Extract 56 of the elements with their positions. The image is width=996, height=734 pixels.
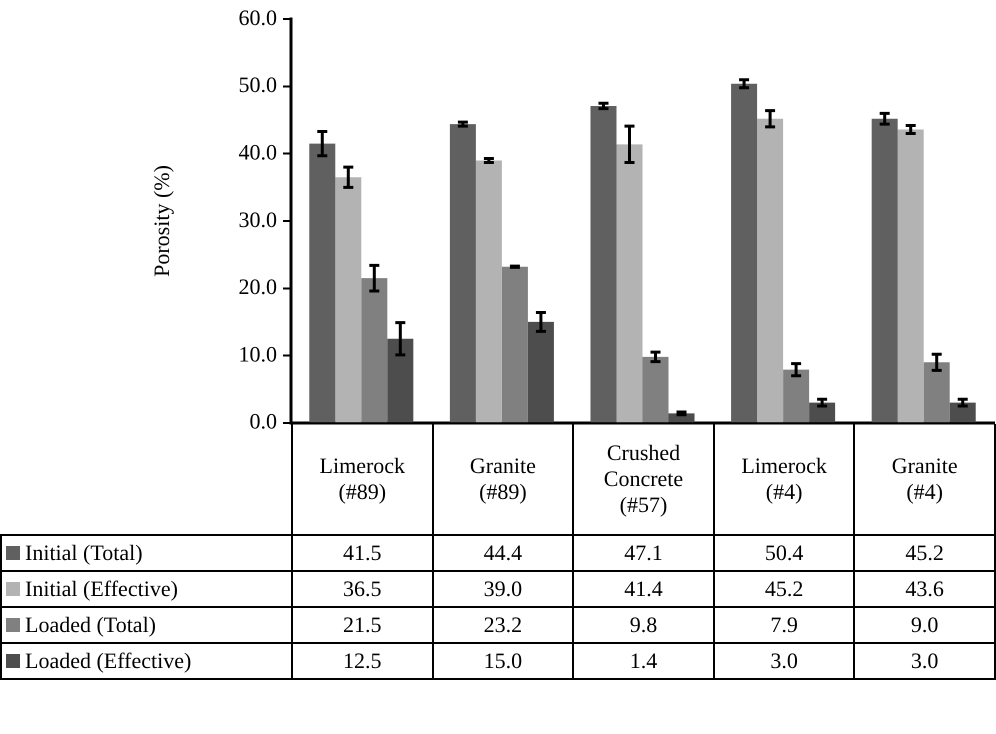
data-label: 36.5 [292, 570, 433, 607]
bar [502, 266, 528, 422]
data-label: 43.6 [854, 570, 995, 607]
data-label: 39.0 [432, 570, 574, 607]
legend-label: Loaded (Effective) [1, 642, 292, 679]
data-label: 9.8 [573, 606, 714, 643]
bar [898, 130, 924, 422]
data-label: 23.2 [432, 606, 574, 643]
bar [783, 370, 810, 422]
bar [309, 144, 336, 422]
bar [387, 338, 414, 422]
bar [950, 402, 976, 422]
bar [731, 84, 758, 422]
bar [361, 278, 388, 422]
y-tick-label: 50.0 [238, 72, 277, 98]
bar [616, 144, 642, 422]
data-label: 41.5 [292, 534, 433, 571]
data-label: 45.2 [714, 570, 854, 607]
data-label: 50.4 [714, 534, 854, 571]
data-label: 21.5 [292, 606, 433, 643]
bar [590, 106, 616, 422]
legend-label: Initial (Total) [1, 534, 292, 571]
data-label: 45.2 [854, 534, 995, 571]
legend-label: Initial (Effective) [1, 570, 292, 607]
bar [642, 356, 669, 422]
data-label: 7.9 [714, 606, 854, 643]
y-tick-label: 20.0 [238, 274, 277, 300]
data-label: 12.5 [292, 642, 433, 679]
x-tick-label: Limerock (#4) [714, 424, 854, 535]
bar [924, 362, 950, 422]
y-axis-title: Porosity (%) [148, 165, 174, 277]
data-label: 3.0 [854, 642, 995, 679]
y-tick-label: 10.0 [238, 341, 277, 366]
data-label: 44.4 [432, 534, 574, 571]
data-label: 15.0 [432, 642, 574, 679]
x-tick-label: Granite (#4) [854, 424, 995, 535]
x-tick-label: Granite (#89) [432, 424, 574, 535]
data-label: 47.1 [573, 534, 714, 571]
bar [528, 322, 554, 422]
y-tick-label: 0.0 [250, 408, 277, 434]
y-tick-label: 30.0 [238, 206, 277, 232]
bar [450, 124, 476, 422]
y-tick-label: 40.0 [238, 140, 277, 165]
legend-label: Loaded (Total) [1, 606, 292, 643]
data-label: 41.4 [573, 570, 714, 607]
data-label: 9.0 [854, 606, 995, 643]
x-tick-label: Crushed Concrete (#57) [573, 424, 714, 535]
y-tick-label: 60.0 [238, 4, 277, 30]
data-label: 3.0 [714, 642, 854, 679]
bar [335, 177, 362, 422]
bar [809, 402, 836, 422]
data-label: 1.4 [573, 642, 714, 679]
x-tick-label: Limerock (#89) [292, 424, 433, 535]
bar [757, 118, 784, 422]
bar [476, 160, 502, 422]
bar [872, 118, 898, 422]
